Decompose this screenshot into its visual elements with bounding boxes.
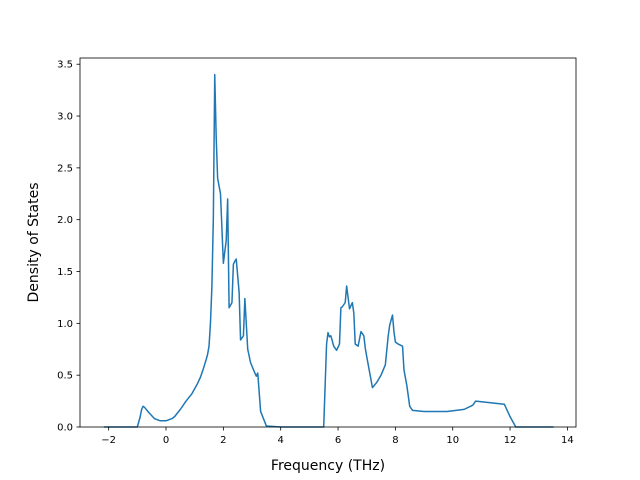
x-tick-label: 10 [446, 435, 459, 446]
y-tick-label: 0.0 [57, 423, 73, 434]
y-axis-label: Density of States [26, 183, 42, 303]
y-axis-ticks: 0.0 0.5 1.0 1.5 2.0 2.5 3.0 3.5 [57, 60, 80, 434]
y-tick-label: 0.5 [57, 371, 73, 382]
x-tick-label: 6 [335, 435, 341, 446]
x-axis-label: Frequency (THz) [271, 458, 385, 474]
y-tick-label: 2.5 [57, 163, 73, 174]
x-tick-label: 2 [220, 435, 226, 446]
x-axis-ticks: −2 0 2 4 6 8 10 12 14 [101, 427, 574, 446]
x-tick-label: 8 [392, 435, 398, 446]
y-tick-label: 1.0 [57, 319, 73, 330]
y-tick-label: 3.5 [57, 60, 73, 71]
x-tick-label: −2 [101, 435, 116, 446]
x-tick-label: 12 [504, 435, 517, 446]
x-tick-label: 0 [163, 435, 169, 446]
x-tick-label: 14 [561, 435, 574, 446]
y-tick-label: 1.5 [57, 267, 73, 278]
y-tick-label: 2.0 [57, 215, 73, 226]
y-tick-label: 3.0 [57, 112, 73, 123]
axes-frame [79, 57, 577, 428]
x-tick-label: 4 [278, 435, 284, 446]
